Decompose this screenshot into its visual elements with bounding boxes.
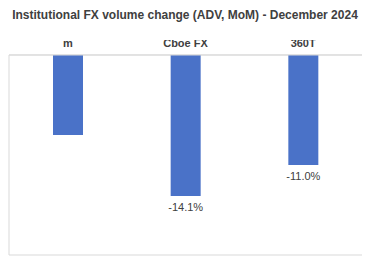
svg-text:-14.1%: -14.1% — [168, 201, 203, 213]
svg-text:m: m — [63, 40, 73, 49]
svg-text:Cboe FX: Cboe FX — [163, 40, 208, 49]
svg-text:-11.0%: -11.0% — [286, 170, 320, 182]
svg-text:360T: 360T — [291, 40, 316, 49]
html-text:Institutional FX volume change: Institutional FX volume change (ADV, MoM… — [12, 8, 358, 22]
